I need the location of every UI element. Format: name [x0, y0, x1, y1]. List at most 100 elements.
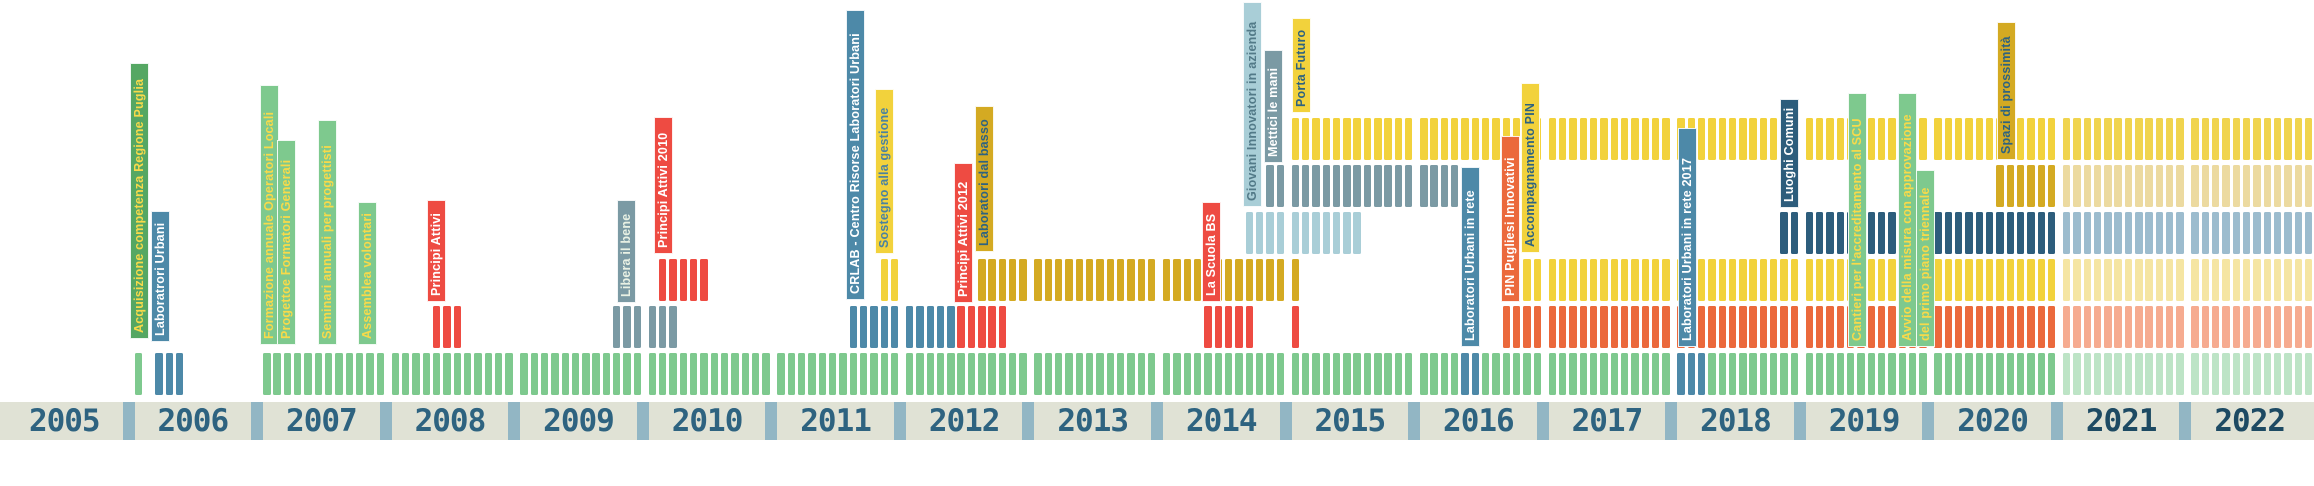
month-tick	[1996, 353, 2004, 395]
month-tick	[2073, 259, 2081, 301]
year-label: 2012	[899, 402, 1029, 440]
month-tick	[2114, 165, 2122, 207]
year-separator	[1536, 402, 1549, 440]
year-separator	[1151, 402, 1163, 440]
month-tick	[335, 353, 343, 395]
month-tick	[1934, 353, 1942, 395]
month-tick	[1086, 259, 1094, 301]
month-tick	[134, 353, 142, 395]
month-tick	[366, 353, 374, 395]
month-tick	[1245, 259, 1253, 301]
month-tick	[2222, 118, 2230, 160]
month-tick	[905, 353, 914, 395]
month-tick	[443, 353, 451, 395]
month-tick	[947, 353, 955, 395]
month-tick	[998, 259, 1007, 301]
month-tick	[401, 353, 410, 395]
month-tick	[1548, 306, 1557, 348]
month-tick	[1985, 259, 1994, 301]
month-tick	[1405, 353, 1413, 395]
month-tick	[582, 353, 590, 395]
month-tick	[391, 353, 400, 395]
month-tick	[1034, 259, 1042, 301]
month-tick	[1805, 118, 1814, 160]
year-label: 2019	[1799, 402, 1929, 440]
month-tick	[1641, 118, 1649, 160]
month-tick	[967, 306, 976, 348]
month-tick	[1106, 353, 1115, 395]
year-label: 2017	[1542, 402, 1672, 440]
project-label: Giovani Innovatori in azienda	[1243, 2, 1262, 207]
month-tick	[1214, 306, 1222, 348]
month-tick	[613, 306, 621, 348]
month-tick	[1394, 118, 1403, 160]
project-label-text: del primo piano triennale	[1917, 187, 1932, 341]
year-separator	[1022, 402, 1035, 440]
month-tick	[1985, 118, 1994, 160]
month-tick	[2155, 118, 2164, 160]
month-tick	[1451, 165, 1459, 207]
year-separator	[636, 402, 649, 440]
month-tick	[1826, 306, 1834, 348]
month-tick	[1440, 353, 1449, 395]
month-tick	[2232, 165, 2241, 207]
month-tick	[1996, 212, 2004, 254]
month-tick	[2006, 259, 2014, 301]
month-tick	[1394, 353, 1403, 395]
month-tick	[1301, 353, 1310, 395]
month-tick	[2232, 212, 2241, 254]
month-tick	[2083, 212, 2091, 254]
month-tick	[1147, 353, 1156, 395]
month-tick	[422, 353, 431, 395]
month-tick	[2027, 306, 2035, 348]
month-tick	[505, 353, 513, 395]
project-label: La Scuola BS	[1202, 202, 1221, 302]
month-tick	[443, 306, 451, 348]
month-tick	[175, 353, 184, 395]
month-tick	[1301, 212, 1310, 254]
month-tick	[905, 306, 914, 348]
month-tick	[1975, 212, 1983, 254]
month-tick	[1620, 118, 1629, 160]
month-tick	[1826, 259, 1834, 301]
month-tick	[1790, 306, 1799, 348]
month-tick	[2284, 259, 2292, 301]
month-tick	[2093, 165, 2102, 207]
month-tick	[777, 353, 785, 395]
month-tick	[1266, 212, 1274, 254]
month-tick	[2212, 118, 2220, 160]
month-tick	[1055, 353, 1063, 395]
project-label-text: Luoghi Comuni	[1781, 107, 1796, 202]
month-tick	[2304, 306, 2313, 348]
month-tick	[2263, 353, 2272, 395]
year-label: 2010	[642, 402, 772, 440]
month-tick	[2124, 353, 2133, 395]
month-tick	[2243, 353, 2251, 395]
month-tick	[2222, 165, 2230, 207]
month-tick	[551, 353, 559, 395]
month-tick	[2274, 259, 2282, 301]
month-tick	[2093, 353, 2102, 395]
month-tick	[2104, 165, 2112, 207]
month-tick	[1867, 353, 1876, 395]
month-tick	[1641, 353, 1649, 395]
month-tick	[1291, 212, 1299, 254]
month-tick	[1019, 353, 1027, 395]
month-tick	[1291, 306, 1299, 348]
month-tick	[1728, 353, 1737, 395]
month-tick	[1266, 165, 1274, 207]
month-tick	[1117, 353, 1125, 395]
month-tick	[988, 306, 996, 348]
month-tick	[1677, 353, 1685, 395]
month-tick	[2232, 306, 2241, 348]
month-tick	[1996, 306, 2004, 348]
month-tick	[1579, 306, 1588, 348]
month-tick	[1888, 259, 1896, 301]
month-tick	[1405, 165, 1413, 207]
year-separator	[1665, 402, 1678, 440]
month-tick	[1019, 259, 1027, 301]
month-tick	[1708, 306, 1716, 348]
project-label-text: Progettoe Formatori Generali	[278, 159, 293, 339]
month-tick	[1579, 259, 1588, 301]
month-tick	[633, 306, 642, 348]
